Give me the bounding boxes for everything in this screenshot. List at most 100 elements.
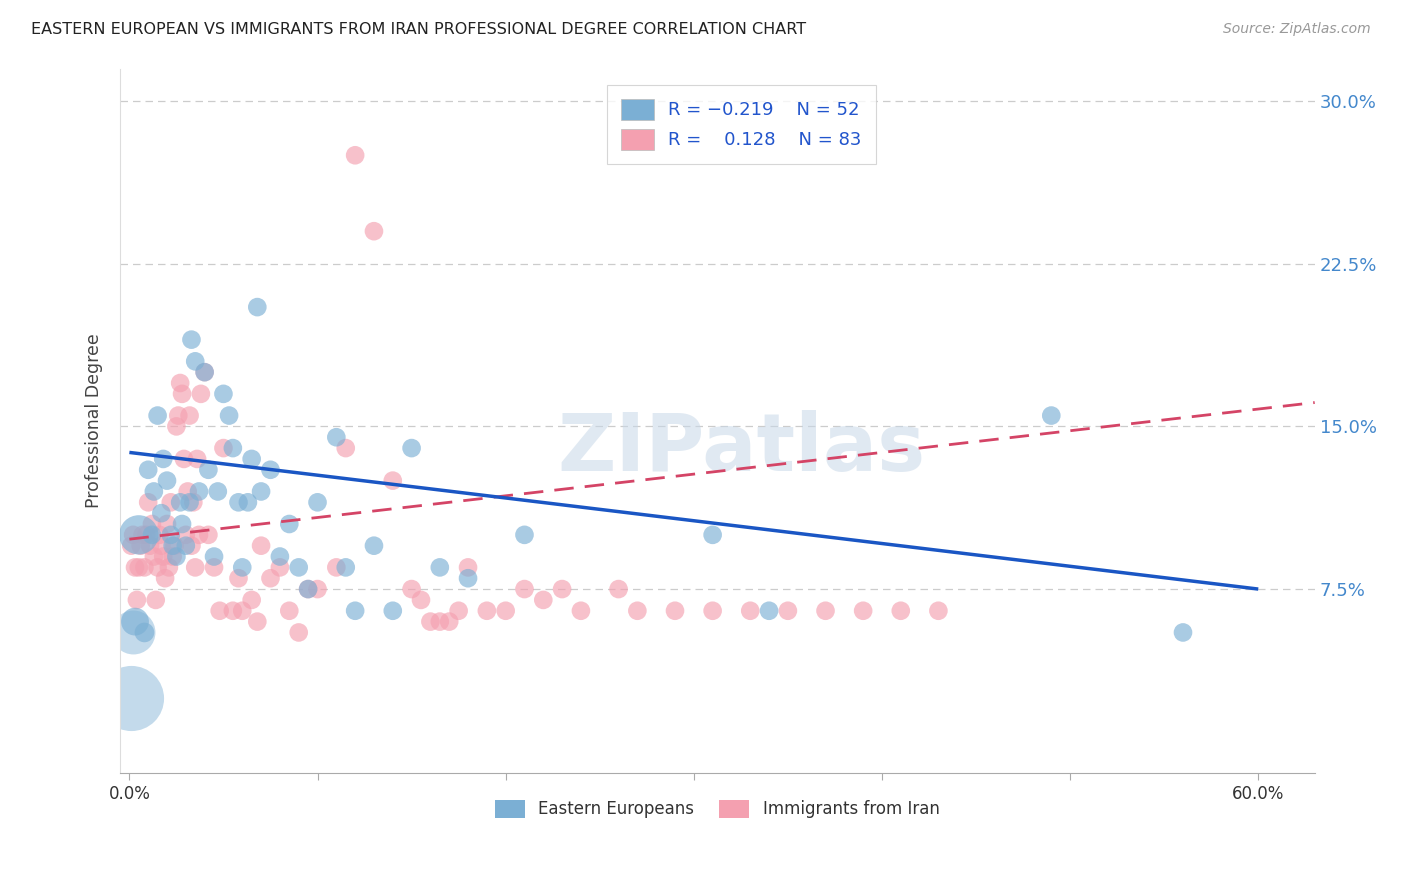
Point [890, 604, 912, 618]
Point [287, 625, 309, 640]
Point [531, 593, 554, 607]
Point [287, 560, 309, 574]
Point [240, 593, 263, 607]
Text: ZIPatlas: ZIPatlas [557, 410, 925, 488]
Point [344, 604, 367, 618]
Legend: Eastern Europeans, Immigrants from Iran: Eastern Europeans, Immigrants from Iran [488, 793, 946, 825]
Point [136, 495, 159, 509]
Point [278, 516, 301, 531]
Point [183, 495, 205, 509]
Point [664, 604, 686, 618]
Point [184, 354, 207, 368]
Point [184, 560, 207, 574]
Point [122, 625, 145, 640]
Point [927, 604, 949, 618]
Point [297, 582, 319, 596]
Point [439, 615, 461, 629]
Point [297, 582, 319, 596]
Point [231, 560, 253, 574]
Point [429, 560, 451, 574]
Point [120, 690, 142, 705]
Point [179, 409, 201, 423]
Point [307, 582, 329, 596]
Point [180, 333, 202, 347]
Point [139, 539, 162, 553]
Point [852, 604, 875, 618]
Point [150, 539, 173, 553]
Point [278, 604, 301, 618]
Point [202, 549, 225, 564]
Point [148, 528, 170, 542]
Point [740, 604, 762, 618]
Point [259, 571, 281, 585]
Point [401, 582, 423, 596]
Point [197, 528, 219, 542]
Point [513, 582, 536, 596]
Point [246, 615, 269, 629]
Point [194, 365, 217, 379]
Point [179, 495, 201, 509]
Point [363, 539, 385, 553]
Point [162, 539, 184, 553]
Point [122, 528, 145, 542]
Point [162, 549, 184, 564]
Point [152, 451, 174, 466]
Point [335, 560, 357, 574]
Point [240, 451, 263, 466]
Point [269, 560, 291, 574]
Point [495, 604, 517, 618]
Point [626, 604, 648, 618]
Point [152, 549, 174, 564]
Point [141, 528, 163, 542]
Point [381, 604, 404, 618]
Point [180, 539, 202, 553]
Point [186, 451, 208, 466]
Point [174, 528, 197, 542]
Point [174, 539, 197, 553]
Point [146, 560, 169, 574]
Point [207, 484, 229, 499]
Point [128, 528, 150, 542]
Point [188, 484, 211, 499]
Point [758, 604, 780, 618]
Point [325, 560, 347, 574]
Y-axis label: Professional Degree: Professional Degree [86, 334, 103, 508]
Point [128, 560, 150, 574]
Point [134, 560, 156, 574]
Point [170, 516, 193, 531]
Point [212, 441, 235, 455]
Point [475, 604, 498, 618]
Point [429, 615, 451, 629]
Point [259, 463, 281, 477]
Point [401, 441, 423, 455]
Point [135, 528, 157, 542]
Point [457, 571, 479, 585]
Point [153, 571, 176, 585]
Point [136, 463, 159, 477]
Point [222, 441, 245, 455]
Point [173, 451, 195, 466]
Point [125, 593, 148, 607]
Point [208, 604, 231, 618]
Point [222, 604, 245, 618]
Point [325, 430, 347, 444]
Point [551, 582, 574, 596]
Point [228, 495, 250, 509]
Point [163, 539, 186, 553]
Point [120, 539, 142, 553]
Point [250, 484, 273, 499]
Point [447, 604, 470, 618]
Point [145, 593, 167, 607]
Text: EASTERN EUROPEAN VS IMMIGRANTS FROM IRAN PROFESSIONAL DEGREE CORRELATION CHART: EASTERN EUROPEAN VS IMMIGRANTS FROM IRAN… [31, 22, 806, 37]
Point [776, 604, 799, 618]
Point [212, 387, 235, 401]
Point [246, 300, 269, 314]
Point [702, 528, 724, 542]
Point [228, 571, 250, 585]
Point [814, 604, 837, 618]
Point [1040, 409, 1063, 423]
Point [129, 539, 152, 553]
Point [409, 593, 432, 607]
Point [250, 539, 273, 553]
Point [190, 387, 212, 401]
